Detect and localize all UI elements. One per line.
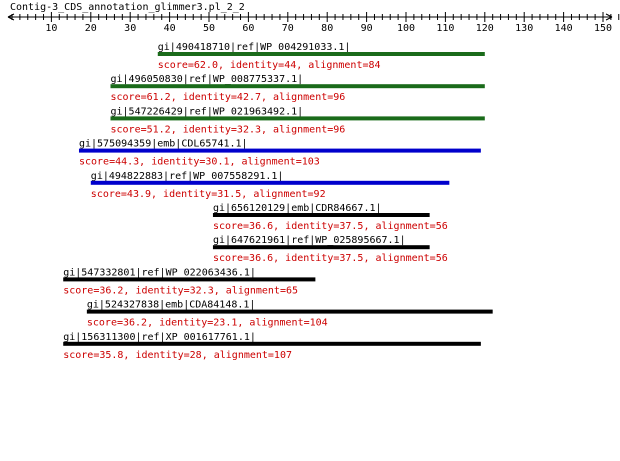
ruler-left-arrow	[7, 13, 15, 21]
hit-bar	[86, 309, 493, 314]
hit-row: gi|656120129|emb|CDR84667.1| score=36.6, …	[212, 203, 448, 232]
hit-name: gi|547226429|ref|WP_021963492.1|	[111, 106, 304, 117]
hit-list: gi|490418710|ref|WP_004291033.1| score=62…	[63, 42, 493, 361]
ruler-tick-label: 80	[321, 23, 333, 34]
hit-row: gi|547332801|ref|WP_022063436.1| score=36…	[63, 267, 316, 296]
ruler-tick-label: 60	[242, 23, 254, 34]
hit-row: gi|496050830|ref|WP_008775337.1| score=61…	[110, 74, 485, 103]
hit-score: score=61.2, identity=42.7, alignment=96	[111, 92, 346, 103]
hit-score: score=62.0, identity=44, alignment=84	[158, 60, 381, 71]
hit-bar	[110, 84, 485, 89]
hit-name: gi|547332801|ref|WP_022063436.1|	[63, 267, 256, 278]
ruler-tick-label: 140	[555, 23, 573, 34]
ruler-axis: 10 20 30 40 50 60 70 80 90 100 110 120 130 140 150	[7, 12, 620, 34]
hit-score: score=51.2, identity=32.3, alignment=96	[111, 124, 346, 135]
hit-name: gi|494822883|ref|WP_007558291.1|	[91, 171, 284, 182]
hit-row: gi|494822883|ref|WP_007558291.1| score=43…	[90, 171, 450, 200]
hit-score: score=36.6, identity=37.5, alignment=56	[213, 221, 448, 232]
hit-score: score=36.6, identity=37.5, alignment=56	[213, 253, 448, 264]
hit-bar	[63, 277, 316, 282]
diagram-title: Contig-3_CDS_annotation_glimmer3.pl_2_2	[10, 2, 245, 13]
hit-bar	[90, 180, 450, 185]
hit-name: gi|490418710|ref|WP_004291033.1|	[158, 42, 351, 53]
ruler-tick-label: 70	[282, 23, 294, 34]
hit-bar	[212, 213, 430, 217]
hit-row: gi|490418710|ref|WP_004291033.1| score=62…	[157, 42, 485, 71]
ruler-tick-label: 40	[164, 23, 176, 34]
hit-score: score=35.8, identity=28, alignment=107	[63, 350, 292, 361]
hit-score: score=44.3, identity=30.1, alignment=103	[79, 157, 320, 168]
ruler-tick-label: 150	[594, 23, 612, 34]
ruler-tick-label: 120	[476, 23, 494, 34]
hit-bar	[212, 245, 430, 250]
ruler-tick-label: 50	[203, 23, 215, 34]
hit-bar	[78, 148, 481, 153]
hit-bar	[110, 116, 485, 121]
ruler-minor-ticks	[11, 14, 620, 20]
hit-score: score=36.2, identity=23.1, alignment=104	[87, 318, 328, 329]
hit-name: gi|156311300|ref|XP_001617761.1|	[63, 332, 256, 343]
ruler-tick-label: 130	[515, 23, 533, 34]
hit-row: gi|547226429|ref|WP_021963492.1| score=51…	[110, 106, 485, 135]
ruler-major-ticks: 10 20 30 40 50 60 70 80 90 100 110 120 130 140 150	[45, 12, 612, 34]
ruler-tick-label: 20	[85, 23, 97, 34]
ruler-tick-label: 110	[436, 23, 454, 34]
hit-row: gi|156311300|ref|XP_001617761.1| score=35…	[63, 332, 481, 361]
hit-bar	[157, 52, 485, 56]
hit-row: gi|524327838|emb|CDA84148.1| score=36.2, …	[86, 300, 493, 329]
ruler-tick-label: 30	[124, 23, 136, 34]
hit-name: gi|656120129|emb|CDR84667.1|	[213, 203, 382, 214]
hit-name: gi|647621961|ref|WP_025895667.1|	[213, 235, 406, 246]
hit-name: gi|524327838|emb|CDA84148.1|	[87, 300, 256, 311]
hit-score: score=36.2, identity=32.3, alignment=65	[63, 285, 298, 296]
ruler-tick-label: 100	[397, 23, 415, 34]
hit-name: gi|575094359|emb|CDL65741.1|	[79, 139, 248, 150]
hit-bar	[63, 341, 481, 346]
hit-name: gi|496050830|ref|WP_008775337.1|	[111, 74, 304, 85]
hit-row: gi|575094359|emb|CDL65741.1| score=44.3, …	[78, 139, 481, 168]
hit-row: gi|647621961|ref|WP_025895667.1| score=36…	[212, 235, 448, 264]
ruler-tick-label: 10	[45, 23, 57, 34]
ruler-tick-label: 90	[361, 23, 373, 34]
hit-score: score=43.9, identity=31.5, alignment=92	[91, 189, 326, 200]
